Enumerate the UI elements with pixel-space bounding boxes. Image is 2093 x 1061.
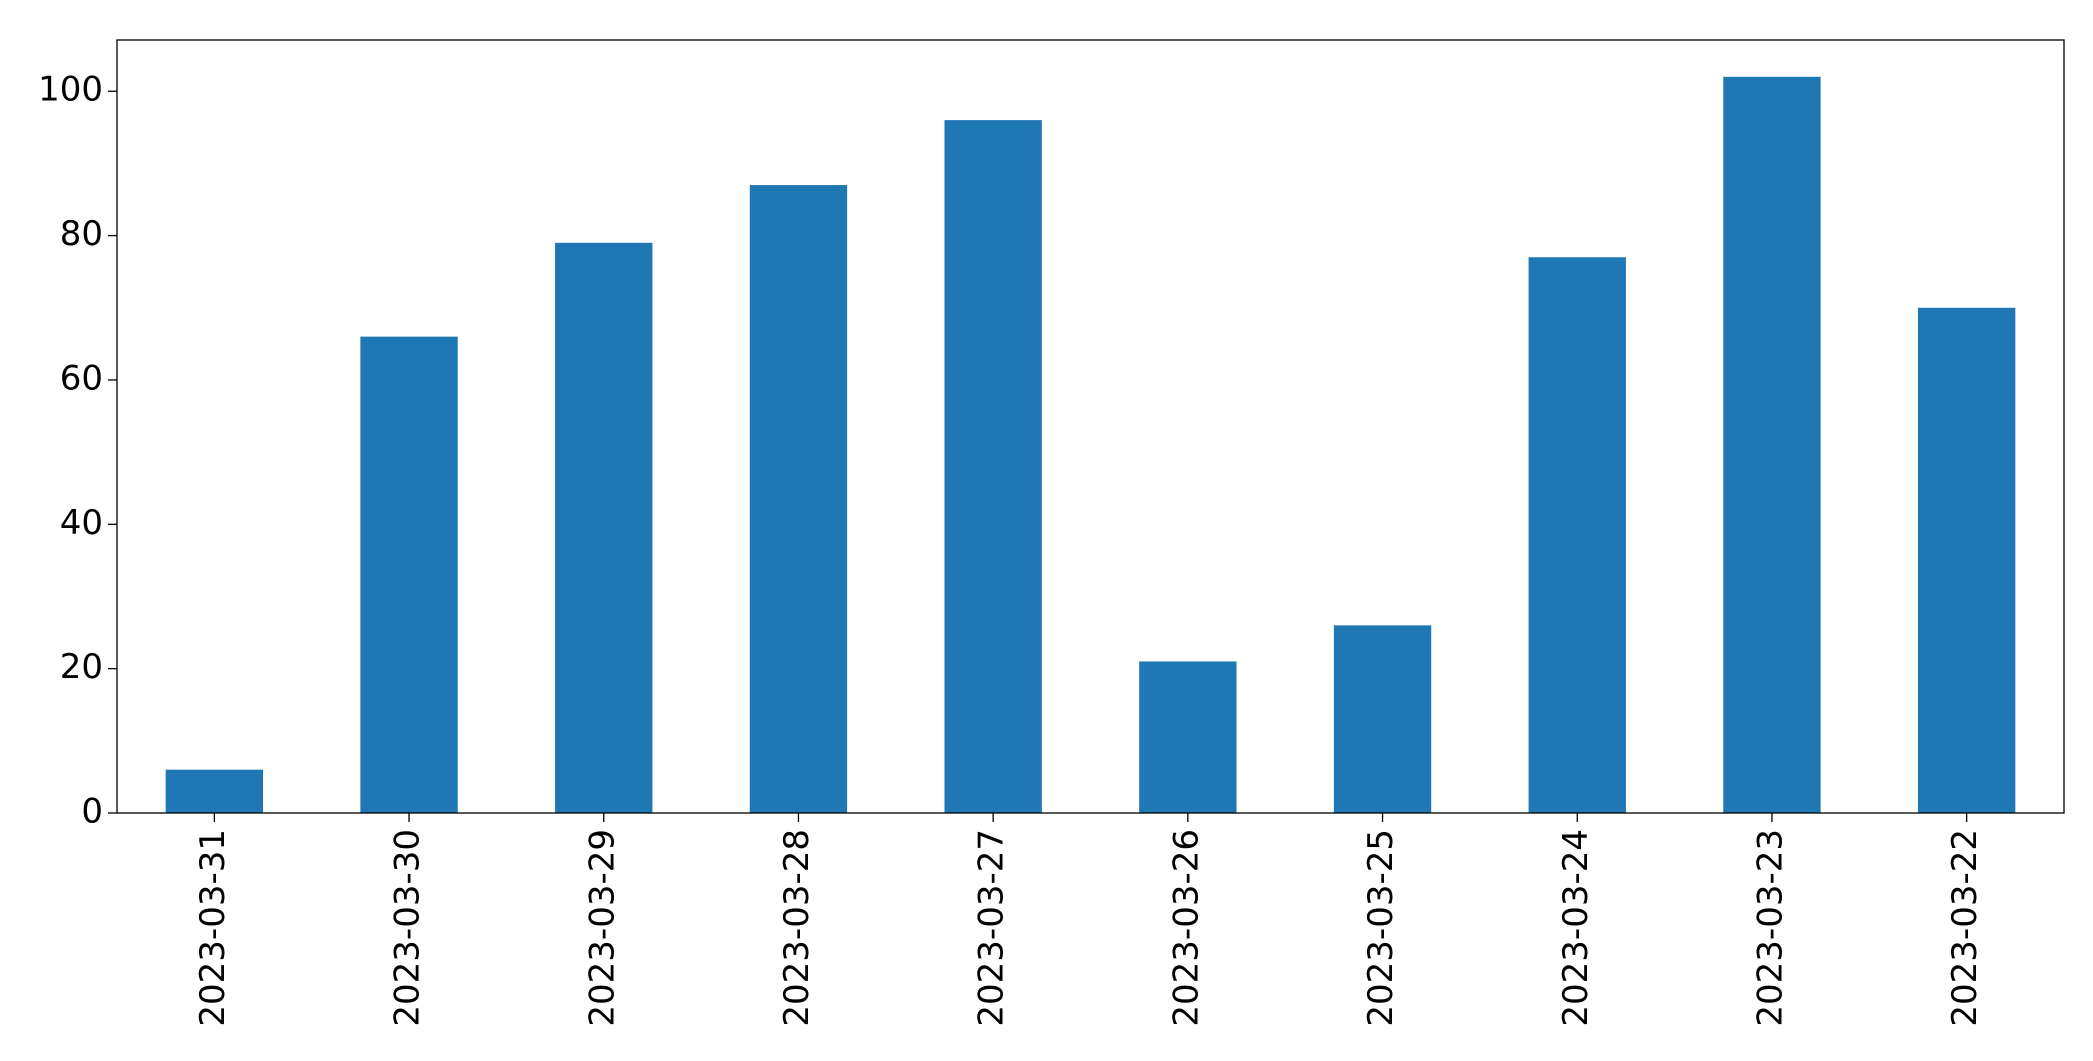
x-tick-label: 2023-03-30 — [388, 829, 428, 1027]
x-tick-label: 2023-03-22 — [1945, 829, 1985, 1027]
x-tick-label: 2023-03-26 — [1166, 829, 1206, 1027]
bar — [1917, 307, 2016, 813]
x-tick-label: 2023-03-31 — [193, 829, 233, 1027]
x-tick-label: 2023-03-23 — [1750, 829, 1790, 1027]
bar — [360, 336, 458, 813]
y-tick-label: 60 — [60, 358, 103, 398]
y-tick-label: 80 — [60, 214, 103, 254]
bar — [555, 242, 653, 814]
plot-frame — [116, 39, 2065, 814]
bar — [944, 120, 1042, 813]
y-tick-label: 0 — [81, 792, 103, 832]
bar — [165, 769, 264, 813]
x-tick-label: 2023-03-29 — [582, 829, 622, 1027]
bar — [1528, 257, 1626, 813]
x-tick-label: 2023-03-24 — [1556, 829, 1596, 1027]
y-tick-label: 20 — [60, 647, 103, 687]
bar — [1333, 625, 1432, 813]
x-tick-label: 2023-03-25 — [1361, 829, 1401, 1027]
bar — [1723, 76, 1821, 814]
x-tick-label: 2023-03-28 — [777, 829, 817, 1027]
bar — [749, 185, 848, 814]
y-tick-label: 100 — [38, 70, 103, 110]
x-tick-label: 2023-03-27 — [972, 829, 1012, 1027]
bar — [1139, 661, 1237, 813]
y-tick-label: 40 — [60, 503, 103, 543]
